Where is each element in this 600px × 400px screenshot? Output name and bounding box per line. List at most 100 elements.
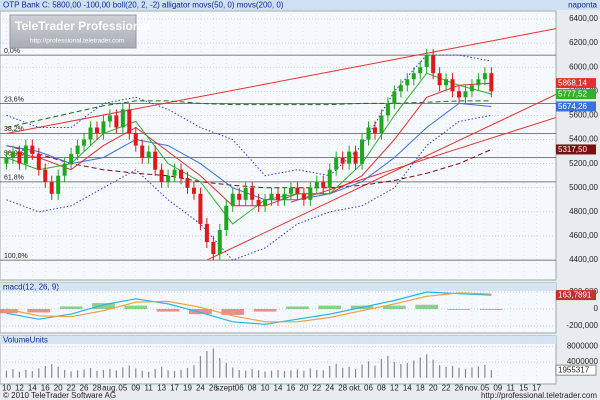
macd-histogram-bar	[59, 306, 83, 310]
volume-bar	[439, 365, 441, 378]
macd-line	[6, 291, 492, 325]
candle-body	[385, 103, 390, 116]
candle-body	[10, 151, 15, 158]
x-tick-label: 08	[248, 384, 257, 393]
last-value-box	[556, 144, 596, 155]
candle-body	[62, 163, 67, 176]
candle-body	[411, 73, 416, 80]
volume-bar	[135, 368, 137, 378]
volume-bar	[348, 366, 350, 378]
indicator-line	[6, 145, 492, 189]
volume-bar	[490, 370, 492, 378]
last-value-label: 5777,52	[558, 90, 587, 99]
volume-bar	[484, 364, 486, 378]
candle-body	[56, 175, 61, 194]
candle-body	[82, 139, 87, 146]
x-tick-label: 20	[429, 384, 438, 393]
volume-bar	[322, 370, 324, 378]
volume-bar	[64, 369, 66, 378]
candle-body	[379, 115, 384, 134]
x-tick-label: 14	[274, 384, 283, 393]
candle-body	[327, 169, 332, 188]
x-tick-label: 06	[235, 384, 244, 393]
price-tick-label: 5200,00	[569, 159, 598, 168]
volume-bar	[219, 358, 221, 378]
candle-body	[347, 151, 352, 164]
volume-bar	[477, 366, 480, 378]
x-tick-label: 10	[2, 384, 11, 393]
chart-title: OTP Bank C: 5800,00 -100,00 boll(20, 2, …	[3, 1, 284, 10]
candle-body	[185, 178, 190, 188]
volume-bar	[128, 365, 130, 378]
volume-bar	[251, 369, 253, 378]
volume-bar	[141, 370, 143, 378]
x-tick-label: 22	[67, 384, 76, 393]
candle-body	[243, 187, 248, 200]
candle-body	[4, 157, 9, 164]
candle-body	[88, 127, 93, 140]
macd-histogram-bar	[221, 309, 245, 315]
macd-histogram-bar	[447, 309, 471, 310]
candle-body	[372, 127, 377, 134]
trendline	[6, 28, 556, 134]
volume-bar	[335, 363, 337, 378]
candle-body	[463, 91, 468, 98]
volume-bar	[245, 370, 247, 378]
volume-bar	[471, 367, 473, 378]
last-value-label: 5868,14	[558, 79, 587, 88]
candle-body	[127, 109, 132, 134]
candle-body	[269, 193, 274, 200]
x-tick-label: 11	[507, 384, 516, 393]
volume-bar	[238, 369, 240, 378]
volume-bar	[57, 366, 59, 378]
macd-histogram-bar	[318, 305, 342, 310]
candle-body	[69, 154, 74, 164]
volume-bar	[419, 357, 421, 378]
candle-body	[444, 79, 449, 86]
candle-body	[295, 187, 300, 194]
indicator-line	[6, 102, 492, 201]
x-tick-label: 15	[519, 384, 528, 393]
volume-bar	[148, 371, 150, 378]
volume-bar	[193, 365, 195, 378]
candle-body	[172, 169, 177, 176]
price-tick-label: 6200,00	[569, 38, 598, 47]
fibonacci-label: 23,6%	[4, 96, 24, 103]
volume-tick-label: 4000000	[567, 357, 599, 366]
candle-body	[75, 145, 80, 155]
indicator-line	[6, 72, 492, 225]
candle-body	[392, 91, 397, 104]
macd-histogram-bar	[156, 309, 180, 312]
period: naponta	[568, 1, 597, 10]
x-tick-label: nov.	[465, 384, 480, 393]
x-tick-label: 18	[416, 384, 425, 393]
volume-bar	[186, 367, 189, 378]
footer-url: http://professional.teletrader.com	[481, 391, 597, 400]
candle-body	[204, 223, 209, 243]
fibonacci-label: 100,0%	[4, 253, 28, 260]
volume-bar	[354, 369, 357, 378]
trendline	[206, 93, 556, 261]
volume-bar	[458, 367, 460, 378]
macd-histogram-bar	[0, 309, 18, 314]
volume-bar	[342, 367, 344, 378]
price-tick-label: 4800,00	[569, 207, 598, 216]
volume-bar	[232, 367, 234, 378]
x-tick-label: 28	[93, 384, 102, 393]
candle-body	[107, 115, 112, 122]
logo-box	[9, 14, 137, 49]
macd-histogram-bar	[480, 309, 503, 310]
volume-bar	[96, 370, 98, 378]
candle-body	[360, 139, 365, 164]
candle-body	[275, 193, 281, 200]
indicator-line	[6, 114, 492, 261]
last-value-box	[556, 89, 596, 100]
volume-bar	[199, 356, 202, 378]
candle-body	[146, 151, 151, 158]
volume-bar	[374, 365, 376, 378]
candle-body	[334, 157, 339, 170]
indicator-line	[6, 82, 492, 207]
candle-body	[153, 151, 158, 170]
last-value-box	[556, 290, 596, 301]
